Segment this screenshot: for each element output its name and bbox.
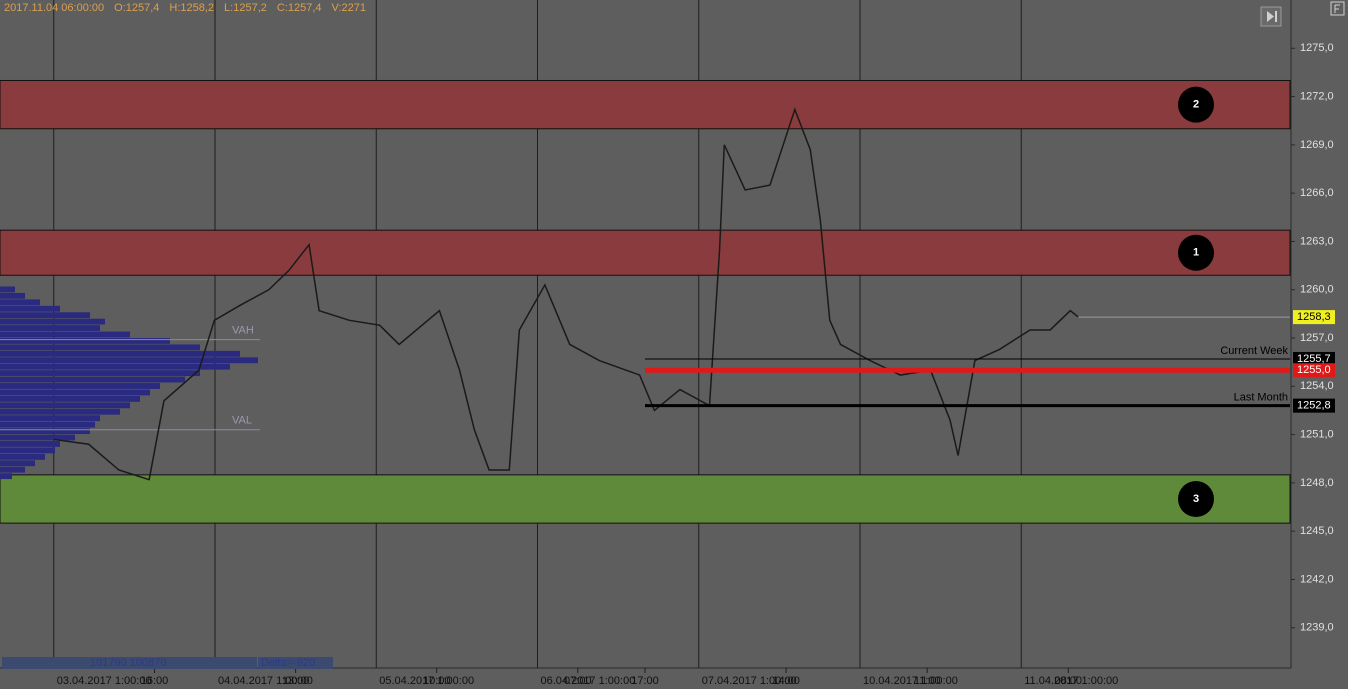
- x-day-label: 10.04.2017 1:00:00: [863, 675, 958, 687]
- profile-bar: [0, 363, 230, 370]
- level-name: Current Week: [1220, 345, 1288, 357]
- x-day-label: 05.04.2017 1:00:00: [379, 675, 474, 687]
- profile-bar: [0, 395, 140, 402]
- profile-bar: [0, 357, 258, 364]
- zones: 2 1 3: [0, 79, 1291, 524]
- x-day-label: 06.04.2017 1:00:00: [541, 675, 636, 687]
- profile-bar: [0, 441, 60, 447]
- profile-bar: [0, 408, 120, 415]
- y-tick-label: 1260,0: [1300, 284, 1334, 296]
- x-tick-label: 16:00: [141, 675, 169, 687]
- price-tag: [1293, 351, 1335, 366]
- profile-bar: [0, 473, 12, 480]
- profile-bar: [0, 305, 60, 312]
- x-day-label: 11.04.2017 1:00:00: [1024, 675, 1118, 687]
- x-tick-label: 08:00: [1055, 675, 1083, 687]
- x-tick-label: 07:00: [564, 675, 592, 687]
- y-tick-label: 1242,0: [1300, 573, 1334, 585]
- volume-profile: VAH VAL: [0, 286, 260, 480]
- y-tick-label: 1269,0: [1300, 139, 1334, 151]
- volumes: 101790 100870: [90, 657, 166, 669]
- profile-bar: [0, 447, 55, 454]
- price: [53, 107, 1079, 481]
- y-tick-label: 1266,0: [1300, 187, 1334, 199]
- header-info: L:1257,2: [224, 2, 267, 14]
- x-tick-label: 13:00: [282, 675, 310, 687]
- profile-bar: [0, 350, 240, 357]
- zone-label: 1: [1193, 247, 1199, 259]
- profile-bar: [0, 318, 105, 325]
- y-tick-label: 1248,0: [1300, 477, 1334, 489]
- zone-badge: [1178, 234, 1214, 271]
- profile-bar: [0, 312, 90, 319]
- y-tick-label: 1254,0: [1300, 380, 1334, 392]
- zone-label: 3: [1193, 493, 1199, 505]
- y-tick-label: 1251,0: [1300, 429, 1334, 441]
- header-info: O:1257,4: [114, 2, 159, 14]
- axes: 1239,0 1242,0 1245,0 1248,0 1251,0 1254,0 1257…: [57, 42, 1334, 687]
- profile-bar: [0, 370, 200, 377]
- delta: Delta=-920: [261, 657, 315, 669]
- profile-bar: [0, 434, 75, 441]
- price-tag: [1293, 310, 1335, 325]
- profile-bar: [0, 376, 185, 383]
- profile-bar: [0, 421, 95, 428]
- x-tick-label: 11:00: [914, 675, 941, 687]
- x-tick-label: 14:00: [772, 675, 800, 687]
- value-area-label: VAH: [232, 325, 254, 337]
- price-tag-label: 1255,7: [1297, 353, 1331, 365]
- zone: [0, 229, 1291, 276]
- volume-box: [2, 657, 257, 669]
- header-info: C:1257,4: [277, 2, 322, 14]
- price-tag-label: 1258,3: [1297, 311, 1331, 323]
- profile-bar: [0, 338, 170, 344]
- y-tick-label: 1239,0: [1300, 622, 1334, 634]
- profile-bar: [0, 331, 130, 338]
- header-info: H:1258,2: [169, 2, 214, 14]
- profile-bar: [0, 383, 160, 389]
- zone: [0, 79, 1291, 130]
- y-tick-label: 1275,0: [1300, 42, 1334, 54]
- y-tick-label: 1257,0: [1300, 332, 1334, 344]
- header-info: V:2271: [332, 2, 366, 14]
- x-day-label: 04.04.2017 1:00:00: [218, 675, 313, 687]
- profile-bar: [0, 460, 35, 467]
- level-name: Last Month: [1234, 392, 1288, 404]
- zone-badge: [1178, 480, 1214, 517]
- delta-box: [258, 657, 333, 669]
- profile-bar: [0, 325, 100, 331]
- profile-bar: [0, 292, 25, 299]
- header-info: 2017.11.04 06:00:00: [4, 2, 104, 14]
- price-tag: [1293, 398, 1335, 413]
- header: 2017.11.04 06:00:00 O:1257,4 H:1258,2 L:125…: [4, 2, 366, 14]
- x-day-label: 03.04.2017 1:00:00: [57, 675, 152, 687]
- profile-bar: [0, 428, 90, 435]
- profile-bar: [0, 402, 130, 409]
- f-button[interactable]: [1330, 1, 1345, 16]
- profile-bar: [0, 286, 15, 293]
- x-tick-label: 10:00: [423, 675, 451, 687]
- profile-bar: [0, 344, 200, 351]
- price-tag-label: 1252,8: [1297, 400, 1331, 412]
- zone: [0, 474, 1291, 524]
- y-tick-label: 1272,0: [1300, 90, 1334, 102]
- skip-button[interactable]: [1260, 6, 1282, 27]
- x-day-label: 07.04.2017 1:00:00: [702, 675, 797, 687]
- y-tick-label: 1263,0: [1300, 235, 1334, 247]
- price-tag-label: 1255,0: [1297, 364, 1331, 376]
- profile-bar: [0, 389, 150, 396]
- profile-bar: [0, 453, 45, 460]
- y-tick-label: 1245,0: [1300, 525, 1334, 537]
- profile-bar: [0, 415, 100, 422]
- price-line: [53, 107, 1079, 481]
- zone-label: 2: [1193, 99, 1199, 111]
- x-tick-label: 17:00: [631, 675, 659, 687]
- price-tag: [1293, 363, 1335, 378]
- zone-badge: [1178, 86, 1214, 123]
- profile-bar: [0, 299, 40, 306]
- profile-bar: [0, 466, 25, 473]
- value-area-label: VAL: [232, 415, 252, 427]
